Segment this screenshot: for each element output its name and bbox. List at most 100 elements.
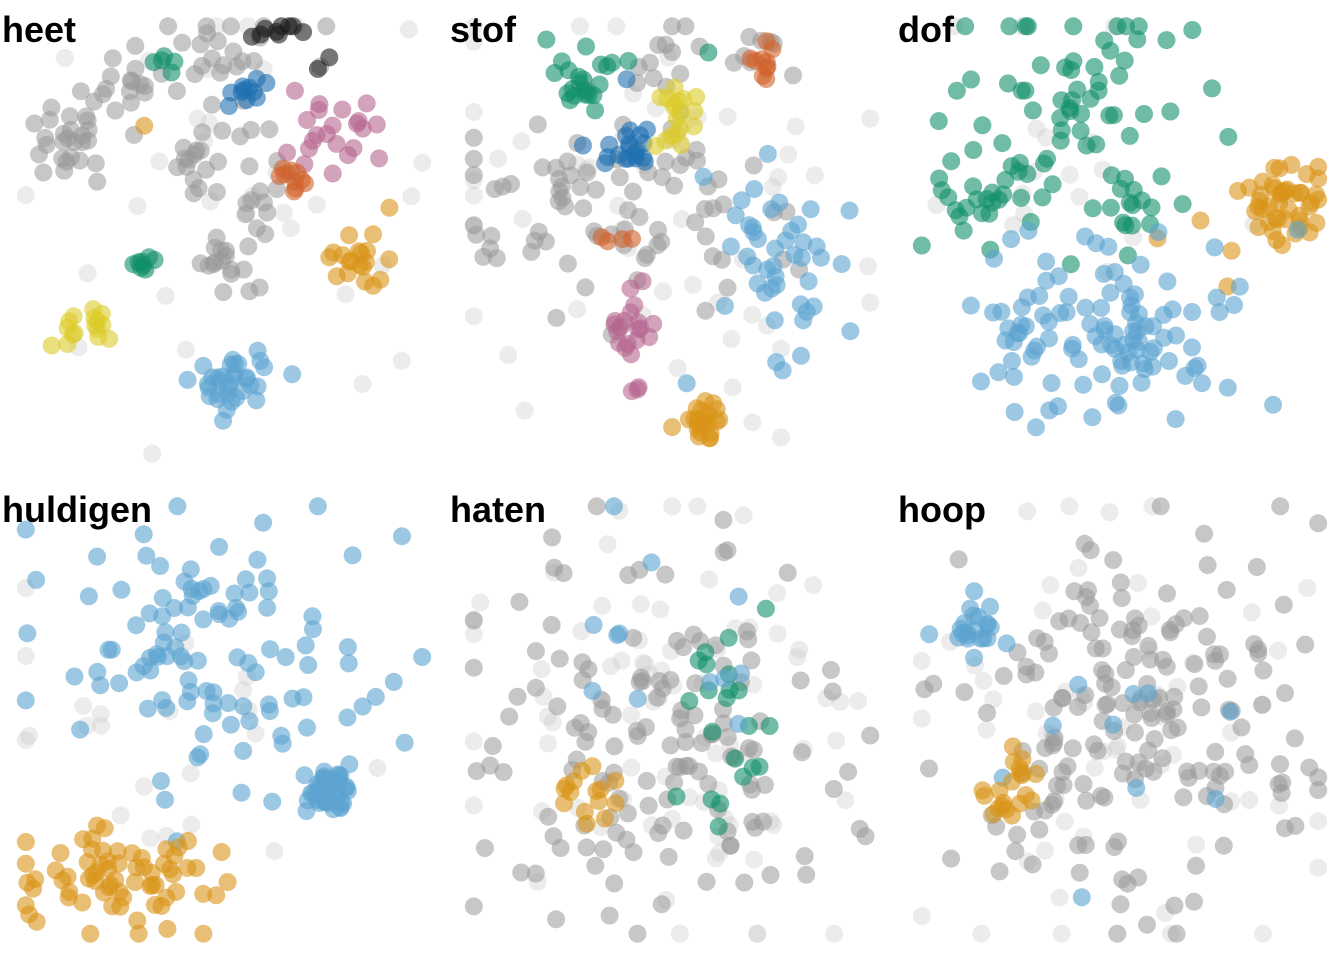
point-light_gray	[972, 924, 991, 943]
point-gray	[574, 199, 593, 218]
point-light_gray	[670, 924, 689, 943]
point-green	[999, 74, 1017, 93]
point-light_gray	[464, 17, 483, 36]
point-green	[942, 152, 961, 171]
point-gray	[994, 666, 1013, 685]
point-gray	[661, 671, 680, 689]
point-orange	[73, 893, 92, 912]
point-gray	[1247, 558, 1266, 576]
point-gray	[1198, 556, 1217, 575]
point-gray	[1142, 709, 1161, 727]
point-gray	[237, 204, 256, 223]
point-sky_blue	[799, 272, 818, 291]
point-sky_blue	[218, 384, 237, 403]
point-sky_blue	[729, 587, 748, 606]
point-sky_blue	[175, 652, 194, 671]
point-gray	[1108, 924, 1127, 943]
point-orange	[606, 771, 625, 790]
point-sky_blue	[726, 206, 745, 225]
point-pink	[629, 313, 648, 332]
point-gray	[464, 658, 483, 677]
point-light_gray	[772, 428, 791, 447]
point-gray	[1139, 637, 1158, 655]
point-green	[709, 817, 728, 836]
point-orange	[679, 410, 698, 429]
point-sky_blue	[353, 697, 372, 716]
point-sky_blue	[978, 629, 997, 648]
point-gray	[106, 101, 125, 120]
point-gray	[795, 847, 814, 866]
point-gray	[696, 227, 715, 246]
point-vermillion	[758, 57, 777, 76]
point-gray	[823, 682, 842, 701]
point-light_gray	[16, 647, 35, 666]
point-gray	[464, 611, 483, 630]
point-gray	[240, 282, 259, 301]
point-gray	[1145, 730, 1164, 749]
point-sky_blue	[1132, 373, 1151, 392]
point-sky_blue	[178, 370, 197, 389]
point-light_gray	[1060, 497, 1079, 516]
point-light_gray	[622, 706, 641, 724]
point-sky_blue	[840, 201, 859, 220]
point-orange	[88, 816, 107, 835]
point-sky_blue	[972, 372, 990, 391]
point-gray	[1187, 856, 1205, 875]
point-light_gray	[734, 506, 753, 525]
point-light_gray	[688, 497, 707, 516]
point-gray	[653, 816, 672, 835]
point-sky_blue	[1221, 702, 1240, 721]
point-gray	[640, 53, 659, 72]
point-yellow	[42, 336, 61, 355]
point-gray	[256, 225, 275, 243]
point-sky_blue	[296, 636, 315, 655]
point-sky_blue	[299, 656, 318, 674]
point-green	[711, 794, 730, 813]
point-green	[590, 75, 609, 94]
point-sky_blue	[721, 237, 740, 256]
point-light_gray	[265, 842, 284, 861]
point-gray	[494, 763, 513, 782]
point-gray	[1138, 915, 1156, 934]
point-gray	[464, 128, 483, 147]
point-gray	[778, 563, 797, 582]
point-gray	[674, 821, 693, 840]
point-sky_blue	[1139, 684, 1157, 703]
point-gray	[685, 706, 704, 725]
point-gray	[526, 678, 545, 697]
point-gray	[1249, 640, 1268, 659]
point-gray	[191, 35, 210, 54]
point-light_gray	[706, 744, 725, 763]
point-gray	[1151, 497, 1170, 516]
point-gray	[542, 616, 561, 634]
point-light_gray	[1070, 187, 1089, 206]
point-gray	[839, 762, 858, 781]
point-gray	[474, 247, 493, 266]
point-gray	[1232, 718, 1251, 737]
point-light_gray	[464, 732, 483, 751]
point-green	[155, 47, 174, 66]
panel-haten: haten	[450, 489, 880, 943]
point-pink	[644, 314, 663, 333]
point-light_gray	[92, 716, 111, 735]
point-gray	[630, 673, 649, 692]
point-gray	[630, 208, 649, 226]
point-gray	[718, 278, 737, 297]
point-light_gray	[20, 726, 39, 745]
point-light_gray	[700, 570, 719, 589]
point-gray	[167, 82, 186, 101]
point-gray	[686, 213, 705, 232]
point-orange	[1307, 213, 1326, 232]
point-gray	[1116, 661, 1135, 679]
point-pink	[278, 143, 296, 162]
point-green	[1101, 41, 1120, 60]
point-gray	[1126, 609, 1144, 628]
panel-title: heet	[2, 9, 76, 50]
point-sky_blue	[112, 580, 131, 599]
point-yellow	[58, 335, 77, 353]
point-sky_blue	[221, 715, 240, 734]
point-light_gray	[1254, 924, 1272, 943]
point-gray	[1017, 665, 1036, 684]
point-gray	[1275, 819, 1294, 838]
point-green	[1023, 101, 1042, 120]
